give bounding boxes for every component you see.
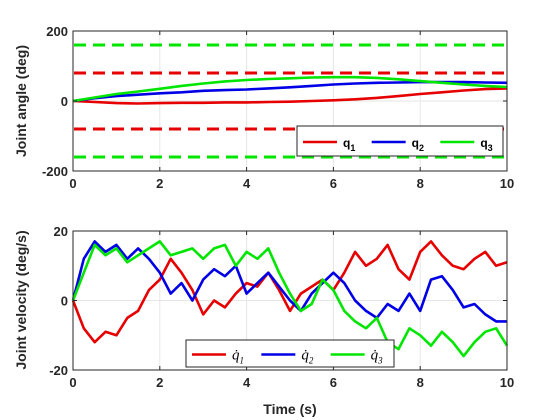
y-tick-label: 0 xyxy=(61,294,68,309)
series-line-1 xyxy=(71,240,508,344)
y-tick-label: 20 xyxy=(54,224,68,239)
joint-velocity-legend: q̇1 q̇2 q̇3 xyxy=(185,339,395,368)
series-line-3 xyxy=(72,75,508,103)
legend-label-subscript: 1 xyxy=(240,356,245,366)
legend-label-name: q̇ xyxy=(232,348,240,364)
legend-label-name: q̇ xyxy=(301,348,309,364)
legend-label-subscript: 3 xyxy=(488,143,493,153)
joint-angle-legend: q1 q2 q3 xyxy=(296,125,504,157)
legend-label-subscript: 1 xyxy=(350,143,355,153)
legend-label-1: q1 xyxy=(343,136,355,153)
x-tick-label: 10 xyxy=(500,375,514,390)
legend-label-3: q3 xyxy=(480,136,492,153)
joint-velocity-series xyxy=(71,240,509,358)
x-tick-label: 4 xyxy=(243,375,251,390)
time-xlabel: Time (s) xyxy=(263,401,316,417)
x-tick-label: 8 xyxy=(417,176,424,191)
legend-label-2: q̇2 xyxy=(301,348,314,366)
series-line-3 xyxy=(71,240,509,358)
legend-label-name: q xyxy=(480,136,487,150)
legend-label-name: q̇ xyxy=(371,348,379,364)
legend-label-name: q xyxy=(343,136,350,150)
legend-label-3: q̇3 xyxy=(371,348,384,366)
legend-label-subscript: 3 xyxy=(377,356,383,366)
y-tick-label: -20 xyxy=(49,363,68,378)
legend-label-subscript: 2 xyxy=(419,143,424,153)
joint-angle-series xyxy=(72,75,508,105)
joint-velocity-ylabel: Joint velocity (deg/s) xyxy=(13,230,29,369)
legend-label-name: q xyxy=(412,136,419,150)
series-line-2 xyxy=(71,240,507,323)
x-tick-label: 6 xyxy=(330,375,337,390)
legend-label-subscript: 2 xyxy=(309,356,314,366)
joint-angle-limit-lines xyxy=(74,43,506,159)
y-tick-label: -200 xyxy=(42,164,68,179)
joint-angle-ylabel: Joint angle (deg) xyxy=(13,45,29,157)
x-tick-label: 6 xyxy=(330,176,337,191)
legend-label-2: q2 xyxy=(412,136,424,153)
x-tick-label: 2 xyxy=(156,176,163,191)
x-tick-label: 0 xyxy=(69,375,76,390)
y-tick-label: 0 xyxy=(61,94,68,109)
x-tick-label: 0 xyxy=(69,176,76,191)
legend-label-1: q̇1 xyxy=(232,348,244,366)
x-tick-label: 4 xyxy=(243,176,251,191)
x-tick-label: 2 xyxy=(156,375,163,390)
x-tick-label: 10 xyxy=(500,176,514,191)
x-tick-label: 8 xyxy=(417,375,424,390)
y-tick-label: 200 xyxy=(46,24,68,39)
series-line-1 xyxy=(72,87,508,105)
